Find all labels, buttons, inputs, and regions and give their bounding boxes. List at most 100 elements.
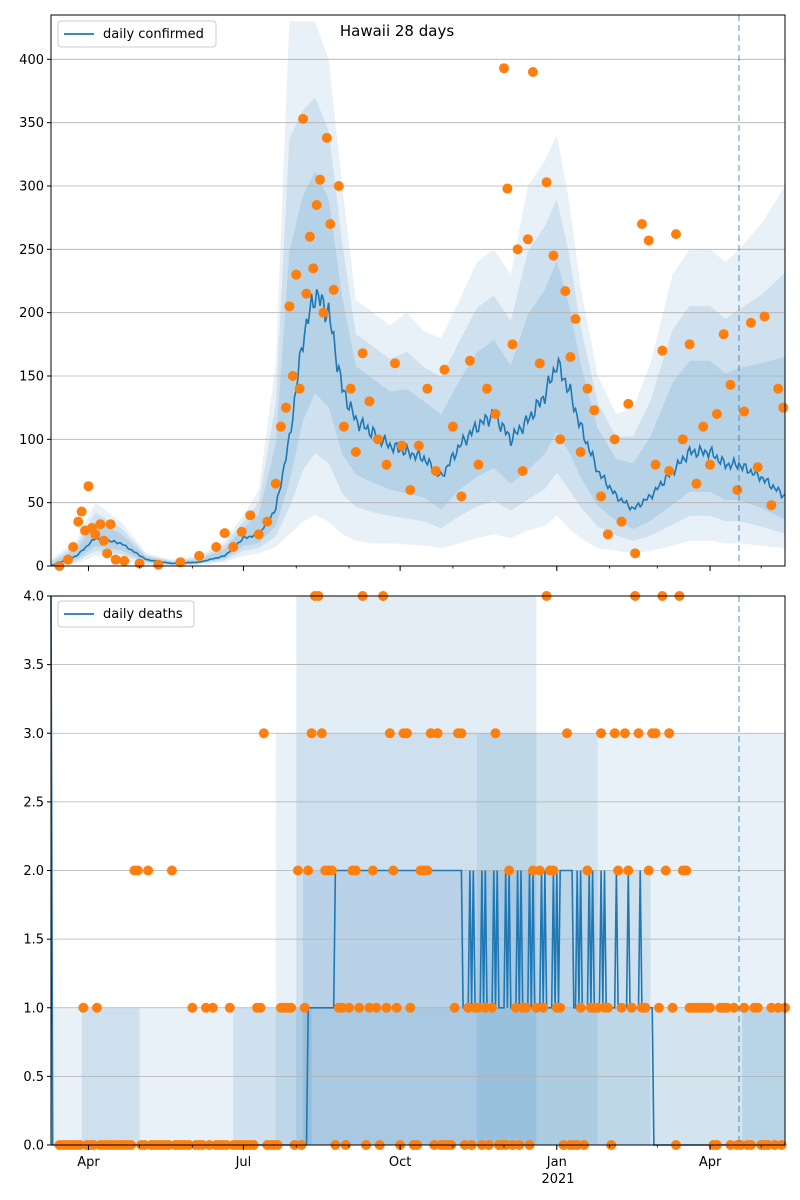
- observation-point: [388, 865, 399, 876]
- observation-point: [464, 355, 475, 366]
- deaths-legend: daily deaths: [57, 600, 195, 628]
- observation-point: [207, 1002, 218, 1013]
- observation-point: [602, 529, 613, 540]
- observation-point: [565, 352, 576, 362]
- y-tick-label: 0: [36, 560, 44, 575]
- observation-point: [422, 383, 433, 394]
- observation-point: [575, 447, 586, 457]
- observation-point: [381, 459, 392, 470]
- observation-point: [512, 244, 523, 255]
- observation-point: [432, 728, 443, 739]
- observation-point: [527, 67, 538, 77]
- observation-point: [456, 728, 467, 739]
- deaths-x-ticks: Apr Jul Oct Jan Apr: [77, 1145, 762, 1170]
- observation-point: [98, 535, 109, 546]
- observation-point: [211, 542, 222, 552]
- observation-point: [684, 339, 695, 350]
- observation-point: [405, 485, 416, 495]
- observation-point: [616, 516, 627, 527]
- observation-point: [262, 516, 273, 527]
- observation-point: [294, 383, 305, 394]
- observation-point: [350, 865, 361, 876]
- observation-point: [643, 235, 654, 246]
- observation-point: [371, 1002, 382, 1013]
- observation-point: [619, 728, 630, 739]
- y-tick-label: 4.0: [23, 590, 44, 605]
- observation-point: [626, 1002, 637, 1013]
- observation-point: [677, 434, 688, 445]
- observation-point: [338, 421, 349, 432]
- y-tick-label: 100: [19, 433, 44, 448]
- observation-point: [292, 865, 303, 876]
- y-tick-label: 1.0: [23, 1001, 44, 1016]
- observation-point: [275, 421, 286, 432]
- year-label: 2021: [541, 1172, 574, 1187]
- observation-point: [575, 1002, 586, 1013]
- observation-point: [570, 314, 581, 324]
- observation-point: [681, 865, 692, 876]
- observation-point: [119, 555, 130, 566]
- x-tick-label: Apr: [77, 1155, 100, 1170]
- observation-point: [660, 865, 671, 876]
- observation-point: [759, 311, 770, 322]
- observation-point: [548, 865, 559, 876]
- y-tick-label: 2.0: [23, 864, 44, 879]
- observation-point: [187, 1002, 198, 1013]
- confirmed-axes-frame: [50, 14, 786, 567]
- observation-point: [315, 174, 326, 185]
- observation-point: [76, 506, 87, 517]
- observation-point: [405, 1002, 416, 1013]
- observation-point: [83, 481, 94, 492]
- observation-point: [449, 1002, 460, 1013]
- observation-point: [287, 371, 298, 381]
- observation-point: [298, 113, 309, 124]
- observation-point: [236, 526, 247, 537]
- observation-point: [521, 1002, 532, 1013]
- observation-point: [318, 307, 329, 318]
- observation-point: [609, 434, 620, 445]
- y-tick-label: 0.0: [23, 1139, 44, 1154]
- observation-point: [281, 402, 292, 413]
- observation-point: [490, 728, 501, 739]
- y-tick-label: 1.5: [23, 933, 44, 948]
- observation-point: [344, 1002, 355, 1013]
- observation-point: [175, 557, 186, 568]
- observation-point: [413, 440, 424, 451]
- observation-point: [391, 1002, 402, 1013]
- y-tick-label: 150: [19, 370, 44, 385]
- observation-point: [671, 229, 682, 240]
- observation-point: [304, 231, 315, 242]
- confirmed-uncertainty-bands: [51, 21, 785, 567]
- observation-point: [321, 132, 332, 143]
- observation-point: [473, 459, 484, 470]
- observation-point: [616, 1002, 627, 1013]
- y-tick-label: 0.5: [23, 1070, 44, 1085]
- observation-point: [456, 491, 467, 502]
- observation-point: [698, 421, 709, 432]
- observation-point: [640, 1002, 651, 1013]
- y-tick-label: 400: [19, 53, 44, 68]
- observation-point: [270, 478, 281, 489]
- observation-point: [502, 183, 513, 194]
- observation-point: [739, 406, 750, 417]
- observation-point: [328, 284, 339, 295]
- observation-point: [752, 462, 763, 473]
- observation-point: [301, 288, 312, 299]
- confidence-band-2: [51, 171, 785, 566]
- observation-point: [548, 250, 559, 261]
- observation-point: [582, 865, 593, 876]
- observation-point: [752, 1002, 763, 1013]
- y-tick-label: 3.0: [23, 727, 44, 742]
- observation-point: [291, 269, 302, 280]
- deaths-observations: [54, 591, 790, 1150]
- observation-point: [316, 728, 327, 739]
- observation-point: [705, 459, 716, 470]
- observation-point: [396, 440, 407, 451]
- x-tick-label: Jan: [546, 1155, 567, 1170]
- observation-point: [773, 383, 784, 394]
- observation-point: [705, 1002, 716, 1013]
- observation-point: [102, 548, 113, 559]
- observation-point: [725, 379, 736, 390]
- observation-point: [555, 434, 566, 445]
